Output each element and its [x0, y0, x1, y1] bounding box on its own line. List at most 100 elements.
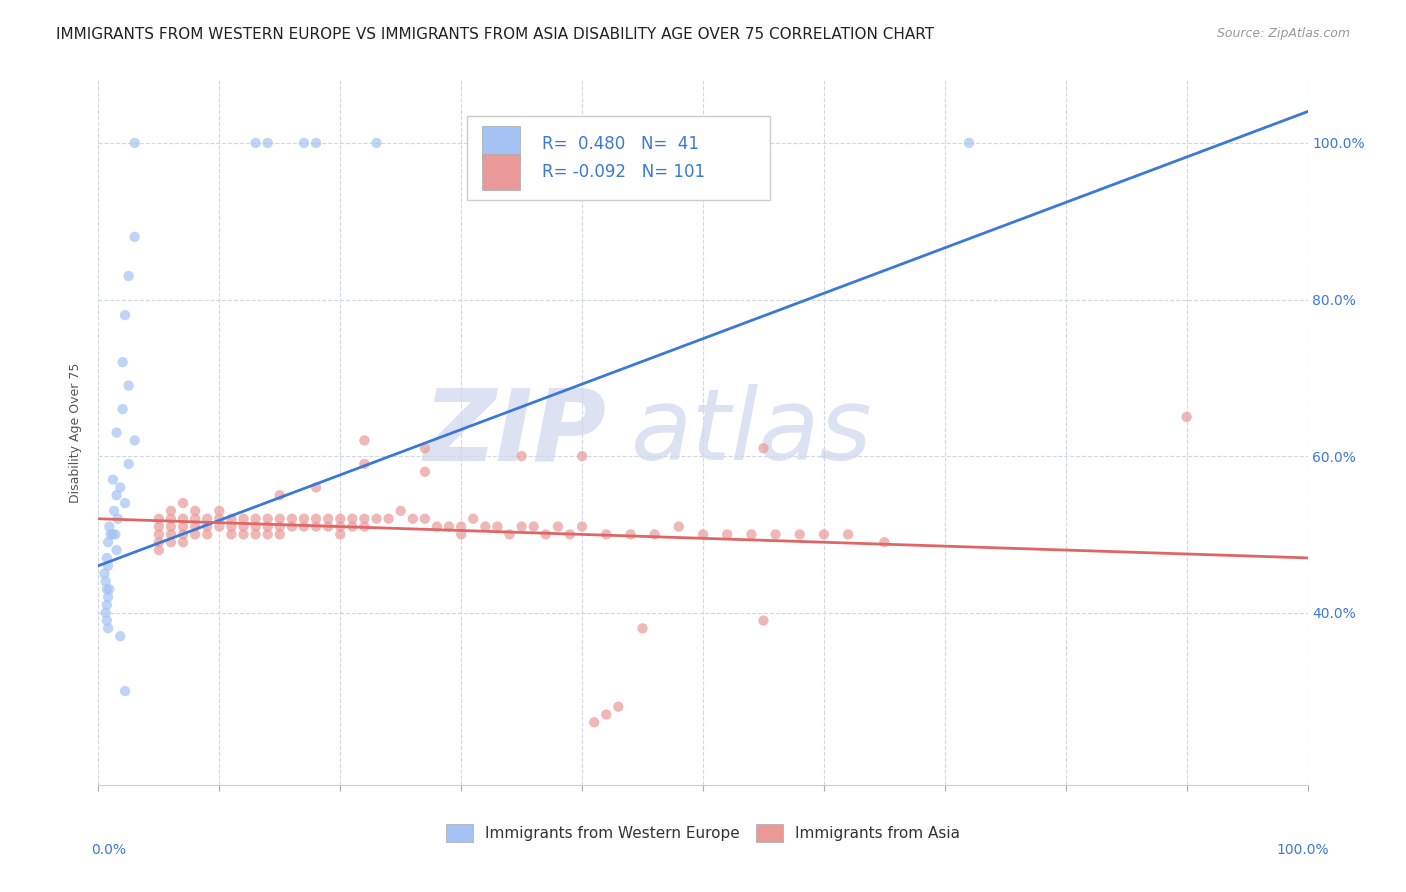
- Point: [256, 519, 278, 533]
- Point: [269, 488, 291, 502]
- Point: [97, 590, 120, 604]
- Point: [377, 512, 399, 526]
- Text: 100.0%: 100.0%: [1277, 843, 1329, 857]
- Point: [105, 543, 128, 558]
- Text: R= -0.092   N= 101: R= -0.092 N= 101: [543, 163, 706, 181]
- Point: [463, 512, 485, 526]
- Point: [292, 512, 315, 526]
- Point: [498, 527, 520, 541]
- Point: [232, 527, 254, 541]
- Point: [353, 457, 375, 471]
- Text: ZIP: ZIP: [423, 384, 606, 481]
- Point: [108, 629, 131, 643]
- Point: [111, 355, 134, 369]
- Point: [94, 606, 117, 620]
- Point: [366, 136, 388, 150]
- Point: [316, 512, 339, 526]
- Point: [96, 614, 118, 628]
- Point: [873, 535, 896, 549]
- Point: [1175, 409, 1198, 424]
- Point: [93, 566, 115, 581]
- Point: [148, 527, 170, 541]
- Point: [534, 527, 557, 541]
- Point: [107, 512, 129, 526]
- Point: [957, 136, 980, 150]
- Point: [486, 519, 509, 533]
- Point: [245, 527, 267, 541]
- Point: [316, 519, 339, 533]
- Point: [114, 308, 136, 322]
- Point: [195, 512, 218, 526]
- Point: [114, 684, 136, 698]
- Point: [595, 707, 617, 722]
- Point: [184, 519, 207, 533]
- Point: [269, 519, 291, 533]
- Point: [105, 488, 128, 502]
- Point: [437, 519, 460, 533]
- Point: [108, 480, 131, 494]
- Point: [160, 512, 183, 526]
- Point: [353, 519, 375, 533]
- Point: [160, 527, 183, 541]
- Point: [292, 519, 315, 533]
- Point: [644, 527, 666, 541]
- Point: [111, 402, 134, 417]
- FancyBboxPatch shape: [467, 116, 769, 200]
- Point: [305, 519, 328, 533]
- Point: [342, 512, 364, 526]
- Point: [105, 425, 128, 440]
- Point: [94, 574, 117, 589]
- Point: [281, 512, 304, 526]
- Point: [208, 504, 231, 518]
- Point: [765, 527, 787, 541]
- Point: [96, 598, 118, 612]
- Point: [96, 550, 118, 565]
- Point: [413, 512, 436, 526]
- Point: [184, 527, 207, 541]
- Point: [389, 504, 412, 518]
- Point: [558, 527, 581, 541]
- Point: [413, 465, 436, 479]
- Point: [789, 527, 811, 541]
- Point: [172, 535, 194, 549]
- Point: [510, 449, 533, 463]
- Point: [583, 715, 606, 730]
- Point: [172, 527, 194, 541]
- Point: [221, 512, 243, 526]
- Point: [752, 442, 775, 456]
- Point: [124, 230, 146, 244]
- Point: [256, 527, 278, 541]
- Point: [752, 614, 775, 628]
- Point: [100, 527, 122, 541]
- Point: [305, 136, 328, 150]
- Point: [160, 535, 183, 549]
- Point: [450, 519, 472, 533]
- Point: [353, 434, 375, 448]
- Point: [342, 519, 364, 533]
- Point: [329, 519, 352, 533]
- Point: [426, 519, 449, 533]
- Point: [232, 519, 254, 533]
- Text: IMMIGRANTS FROM WESTERN EUROPE VS IMMIGRANTS FROM ASIA DISABILITY AGE OVER 75 CO: IMMIGRANTS FROM WESTERN EUROPE VS IMMIGR…: [56, 27, 935, 42]
- Point: [256, 136, 278, 150]
- Text: atlas: atlas: [630, 384, 872, 481]
- Point: [413, 442, 436, 456]
- Point: [281, 519, 304, 533]
- Point: [160, 504, 183, 518]
- Point: [269, 527, 291, 541]
- Point: [98, 519, 121, 533]
- Point: [101, 527, 124, 541]
- Point: [571, 449, 593, 463]
- Point: [148, 543, 170, 558]
- Point: [118, 378, 141, 392]
- Point: [184, 504, 207, 518]
- Legend: Immigrants from Western Europe, Immigrants from Asia: Immigrants from Western Europe, Immigran…: [440, 818, 966, 847]
- Point: [668, 519, 690, 533]
- Point: [740, 527, 762, 541]
- Point: [221, 527, 243, 541]
- Bar: [482, 154, 520, 189]
- Point: [98, 582, 121, 597]
- Point: [292, 136, 315, 150]
- Point: [631, 621, 654, 635]
- Point: [221, 519, 243, 533]
